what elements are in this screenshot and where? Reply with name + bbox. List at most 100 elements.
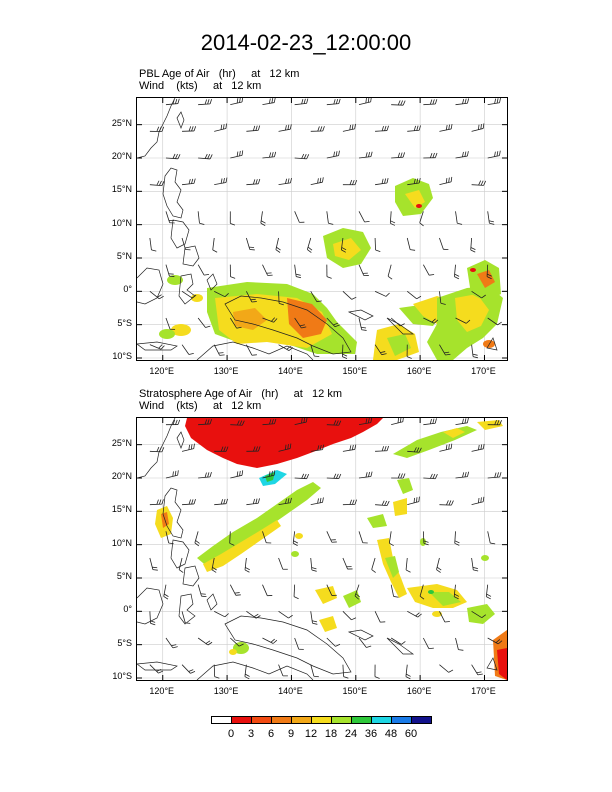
wind-barb-feather — [245, 567, 250, 571]
coastline — [162, 167, 184, 219]
wind-barb-feather — [386, 125, 389, 131]
wind-barb — [212, 237, 215, 250]
pbl-age-map — [136, 97, 508, 361]
wind-barb-feather — [188, 126, 192, 132]
wind-barb-feather — [397, 473, 401, 479]
wind-barb-feather — [276, 246, 281, 251]
wind-barb — [487, 476, 500, 479]
wind-barb — [455, 476, 468, 479]
wind-barb-feather — [494, 151, 496, 157]
wind-barb-feather — [195, 540, 200, 544]
colorbar-label: 24 — [344, 728, 358, 740]
wind-barb-feather — [381, 500, 385, 506]
wind-barb-feather — [188, 499, 191, 505]
wind-barb-feather — [307, 246, 313, 251]
wind-barb-feather — [288, 347, 294, 351]
wind-barb-feather — [335, 98, 339, 104]
lon-label: 130°E — [213, 686, 239, 696]
wind-barb-feather — [307, 249, 312, 253]
age-of-air-patch — [477, 270, 495, 288]
wind-barb — [405, 664, 408, 677]
age-of-air-patch — [315, 586, 337, 604]
wind-barb — [229, 584, 237, 596]
wind-barb-feather — [158, 447, 162, 452]
wind-barb — [198, 476, 211, 479]
colorbar-swatch — [311, 716, 332, 724]
lat-label: 5°S — [117, 317, 132, 328]
wind-barb-feather — [194, 542, 200, 547]
wind-barb-feather — [454, 273, 460, 277]
wind-barb-feather — [401, 641, 406, 645]
coastline — [137, 661, 178, 671]
wind-barb-feather — [150, 620, 156, 623]
lat-label: 0° — [123, 284, 132, 295]
age-of-air-patch — [159, 329, 175, 339]
wind-barb-feather — [432, 418, 435, 424]
wind-barb — [455, 317, 467, 324]
wind-barb — [486, 264, 489, 277]
colorbar-swatch — [291, 716, 312, 724]
colorbar-swatch — [411, 716, 432, 724]
wind-barb-feather — [239, 98, 241, 103]
wind-barb — [422, 264, 430, 276]
lon-label: 160°E — [406, 366, 432, 376]
wind-barb — [214, 610, 226, 618]
wind-barb-feather — [290, 177, 292, 184]
wind-barb-feather — [305, 418, 308, 423]
wind-barb-feather — [494, 472, 497, 478]
wind-barb-feather — [343, 676, 349, 679]
lat-label: 20°N — [111, 471, 132, 481]
wind-barb-feather — [322, 497, 324, 503]
wind-barb — [194, 531, 199, 543]
lat-label: 5°S — [117, 637, 132, 648]
lon-label: 160°E — [406, 686, 432, 696]
colorbar-swatch — [271, 716, 292, 724]
wind-barb-feather — [241, 150, 244, 156]
wind-barb-feather — [352, 499, 355, 505]
wind-barb-feather — [429, 274, 435, 276]
wind-barb-feather — [285, 178, 287, 184]
wind-barb-feather — [457, 222, 463, 225]
wind-barb — [453, 584, 456, 597]
wind-barb — [246, 611, 257, 619]
age-of-air-patch — [167, 275, 183, 285]
age-of-air-patch — [265, 472, 275, 482]
wind-barb — [214, 182, 227, 186]
wind-barb-feather — [494, 98, 497, 104]
wind-barb-feather — [245, 673, 250, 677]
wind-barb-feather — [230, 222, 236, 226]
wind-barb — [358, 476, 371, 479]
wind-barb-feather — [472, 356, 479, 359]
wind-barb-feather — [152, 566, 158, 569]
wind-barb — [439, 611, 446, 623]
wind-barb — [278, 344, 290, 351]
wind-barb-feather — [158, 499, 162, 505]
wind-barb-feather — [413, 447, 417, 453]
wind-barb — [262, 637, 274, 644]
wind-barb — [278, 291, 280, 304]
wind-barb — [262, 584, 268, 596]
wind-barb — [262, 317, 274, 323]
wind-barb-feather — [175, 98, 178, 104]
wind-barb-feather — [416, 497, 418, 503]
wind-barb-feather — [252, 498, 255, 504]
age-of-air-patch — [367, 514, 387, 528]
wind-barb-feather — [384, 178, 387, 184]
wind-barb-feather — [188, 669, 194, 672]
wind-barb-feather — [433, 319, 439, 324]
wind-barb-feather — [296, 276, 302, 279]
wind-barb — [198, 157, 211, 160]
wind-barb-feather — [191, 294, 197, 299]
wind-barb — [455, 637, 459, 650]
wind-barb-feather — [303, 153, 307, 159]
wind-barb-feather — [342, 356, 348, 360]
wind-barb — [471, 557, 474, 570]
wind-barb-feather — [172, 153, 176, 159]
wind-barb-feather — [333, 473, 337, 479]
wind-barb-feather — [405, 676, 411, 680]
wind-barb — [326, 211, 329, 224]
wind-barb — [294, 211, 300, 223]
wind-barb-feather — [272, 639, 278, 644]
lon-label: 150°E — [342, 686, 368, 696]
wind-barb-feather — [488, 220, 494, 223]
